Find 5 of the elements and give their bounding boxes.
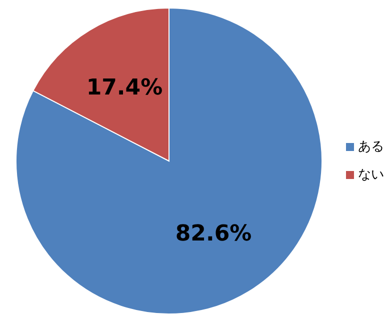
legend-label: ない <box>358 168 384 182</box>
pie-slice <box>16 8 322 314</box>
data-label: 82.6% <box>175 222 252 247</box>
data-label: 17.4% <box>86 75 163 100</box>
slice-label: ある <box>358 140 384 154</box>
